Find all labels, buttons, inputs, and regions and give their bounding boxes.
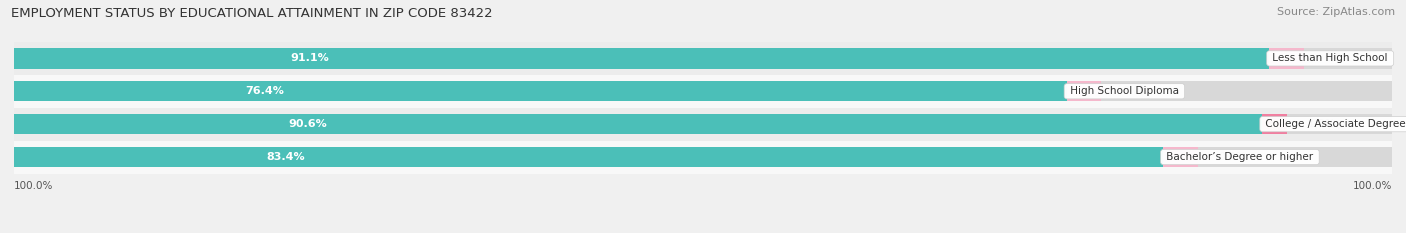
Text: Source: ZipAtlas.com: Source: ZipAtlas.com [1277,7,1395,17]
Bar [14,42,1392,75]
Bar [14,108,1392,141]
Text: EMPLOYMENT STATUS BY EDUCATIONAL ATTAINMENT IN ZIP CODE 83422: EMPLOYMENT STATUS BY EDUCATIONAL ATTAINM… [11,7,494,20]
Bar [14,48,1270,69]
Bar [1263,114,1288,134]
Text: 0.0%: 0.0% [1122,86,1150,96]
Text: 1.8%: 1.8% [1308,119,1336,129]
Bar [14,114,1263,134]
Bar [14,147,1163,167]
Bar [14,114,1392,134]
Text: High School Diploma: High School Diploma [1067,86,1182,96]
Bar [14,75,1392,108]
Text: 90.6%: 90.6% [288,119,328,129]
Text: 0.0%: 0.0% [1219,152,1247,162]
Text: Bachelor’s Degree or higher: Bachelor’s Degree or higher [1163,152,1316,162]
Bar [14,141,1392,174]
Bar [1163,147,1198,167]
Text: 100.0%: 100.0% [1353,181,1392,191]
Text: College / Associate Degree: College / Associate Degree [1263,119,1406,129]
Text: Less than High School: Less than High School [1270,53,1391,63]
Text: 0.0%: 0.0% [1324,53,1353,63]
Bar [14,81,1392,102]
Bar [1067,81,1101,102]
Text: 100.0%: 100.0% [14,181,53,191]
Bar [14,81,1067,102]
Text: 76.4%: 76.4% [246,86,284,96]
Bar [1270,48,1303,69]
Bar [14,147,1392,167]
Text: 91.1%: 91.1% [290,53,329,63]
Text: 83.4%: 83.4% [267,152,305,162]
Bar [14,48,1392,69]
